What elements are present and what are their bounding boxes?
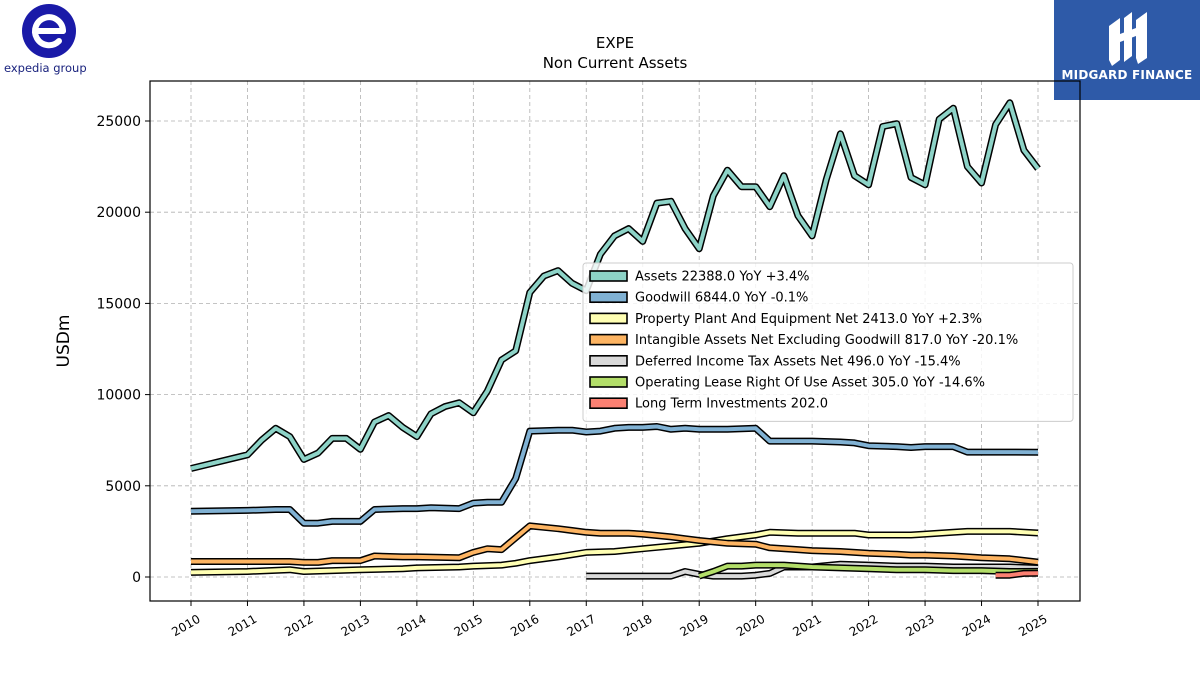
x-tick-label: 2024: [960, 612, 993, 639]
series-goodwill: [190, 423, 1039, 527]
x-tick-label: 2022: [847, 612, 880, 639]
series-line: [190, 529, 1039, 575]
midgard-logo-icon: [1109, 12, 1147, 66]
legend-swatch: [589, 291, 628, 304]
legend: Assets 22388.0 YoY +3.4% Goodwill 6844.0 …: [582, 262, 1074, 422]
chart-subtitle: Non Current Assets: [543, 54, 688, 72]
x-tick-label: 2023: [903, 612, 936, 639]
legend-box: [582, 262, 1074, 422]
y-tick-label: 20000: [96, 205, 141, 221]
x-tick-label: 2025: [1016, 612, 1049, 639]
legend-label: Goodwill 6844.0 YoY -0.1%: [635, 291, 808, 306]
series-line: [698, 563, 1039, 579]
x-tick-label: 2016: [508, 612, 541, 639]
chart-title: EXPE: [596, 34, 634, 52]
legend-label: Long Term Investments 202.0: [635, 397, 828, 412]
x-tick-label: 2015: [452, 612, 485, 639]
x-tick-label: 2018: [621, 612, 654, 639]
x-axis-ticks: 2010 2011 2012 2013 2014 2015 2016 2017 2018 2019…: [169, 601, 1050, 639]
legend-label: Intangible Assets Net Excluding Goodwill…: [635, 333, 1018, 348]
legend-swatch: [589, 376, 628, 388]
series-line: [190, 100, 1040, 471]
legend-label: Deferred Income Tax Assets Net 496.0 YoY…: [635, 354, 961, 369]
legend-item: Operating Lease Right Of Use Asset 305.0…: [589, 376, 985, 391]
legend-item: Intangible Assets Net Excluding Goodwill…: [589, 333, 1018, 348]
series-outline: [190, 423, 1039, 527]
x-tick-label: 2014: [395, 612, 428, 639]
y-tick-label: 15000: [96, 296, 141, 312]
series-assets: [190, 99, 1041, 472]
legend-item: Deferred Income Tax Assets Net 496.0 YoY…: [589, 354, 961, 369]
expedia-e-logo-icon: [22, 4, 76, 58]
series-operating-lease-right-of-use-asset: [698, 561, 1039, 580]
x-tick-label: 2020: [734, 612, 767, 639]
x-tick-label: 2011: [226, 612, 259, 639]
series-long-term-investments: [995, 569, 1039, 579]
series-line: [995, 571, 1039, 578]
x-tick-label: 2013: [339, 612, 372, 639]
x-tick-label: 2012: [282, 612, 315, 639]
series-property-plant-and-equipment-net: [190, 527, 1039, 576]
legend-label: Property Plant And Equipment Net 2413.0 …: [635, 312, 982, 327]
x-tick-label: 2017: [565, 612, 598, 639]
legend-swatch: [589, 270, 628, 282]
legend-item: Assets 22388.0 YoY +3.4%: [589, 270, 810, 285]
brand-left-name: expedia group: [4, 61, 87, 75]
y-axis-label: USDm: [54, 315, 74, 368]
series-lines: [190, 99, 1041, 580]
legend-swatch: [589, 397, 628, 410]
legend-label: Assets 22388.0 YoY +3.4%: [635, 270, 810, 285]
x-tick-label: 2019: [677, 612, 710, 639]
series-intangible-assets-net-excluding-goodwill: [191, 522, 1039, 566]
legend-item: Property Plant And Equipment Net 2413.0 …: [589, 312, 982, 327]
y-axis-ticks: 0 5000 10000 15000 20000 25000: [96, 114, 150, 586]
x-tick-label: 2010: [169, 612, 202, 639]
series-line: [191, 523, 1039, 565]
series-line: [190, 424, 1039, 526]
legend-item: Goodwill 6844.0 YoY -0.1%: [589, 291, 808, 306]
legend-swatch: [589, 333, 628, 346]
legend-label: Operating Lease Right Of Use Asset 305.0…: [635, 376, 985, 391]
legend-item: Long Term Investments 202.0: [589, 397, 828, 412]
y-tick-label: 10000: [96, 388, 141, 404]
brand-logo-right: MIDGARD FINANCE: [1054, 0, 1200, 100]
brand-right-name: MIDGARD FINANCE: [1061, 68, 1193, 82]
y-tick-label: 0: [132, 570, 141, 586]
x-tick-label: 2021: [790, 612, 823, 639]
y-tick-label: 5000: [105, 479, 141, 495]
legend-swatch: [589, 312, 628, 325]
plot-frame: [149, 80, 1081, 602]
y-tick-label: 25000: [96, 114, 141, 130]
legend-swatch: [589, 354, 628, 367]
brand-logo-left: expedia group: [0, 0, 110, 80]
